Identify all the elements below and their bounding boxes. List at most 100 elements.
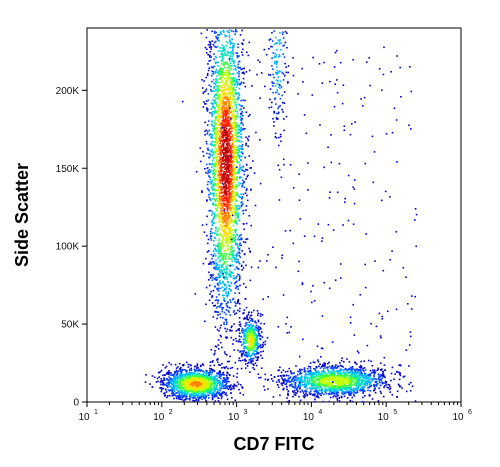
data-point	[211, 40, 214, 42]
data-point	[227, 130, 230, 132]
data-point	[228, 79, 231, 81]
data-point	[224, 140, 226, 142]
data-point	[213, 44, 215, 47]
data-point	[235, 199, 237, 202]
data-point	[232, 81, 235, 83]
data-point	[222, 130, 224, 133]
data-point	[240, 176, 243, 179]
data-point	[208, 210, 210, 212]
data-point	[211, 379, 213, 381]
data-point	[235, 258, 237, 260]
data-point	[180, 373, 182, 375]
data-point	[171, 392, 173, 395]
data-point	[175, 369, 178, 372]
data-point	[223, 141, 226, 143]
data-point	[198, 386, 201, 388]
data-point	[220, 219, 223, 221]
data-point	[225, 337, 228, 340]
data-point	[211, 210, 213, 213]
data-point	[234, 148, 236, 151]
data-point	[209, 44, 211, 46]
data-point	[234, 91, 236, 94]
data-point	[234, 236, 237, 238]
data-point	[227, 100, 229, 102]
data-point	[167, 379, 169, 381]
data-point	[226, 71, 228, 74]
data-point	[209, 377, 211, 379]
data-point	[228, 169, 230, 171]
data-point	[181, 374, 183, 377]
data-point	[223, 311, 226, 314]
data-point	[232, 298, 234, 301]
data-point	[234, 145, 236, 148]
data-point	[223, 148, 226, 150]
data-point	[232, 124, 235, 127]
data-point	[231, 115, 233, 117]
data-point	[220, 81, 223, 84]
data-point	[206, 378, 208, 380]
data-point	[221, 362, 223, 365]
data-point	[159, 370, 162, 373]
data-point	[182, 363, 185, 366]
data-point	[218, 201, 220, 203]
data-point	[204, 394, 206, 397]
data-point	[224, 122, 226, 124]
data-point	[245, 205, 248, 207]
data-point	[228, 74, 230, 77]
data-point	[230, 251, 233, 253]
data-point	[235, 228, 237, 231]
data-point	[228, 137, 231, 140]
data-point	[233, 60, 236, 63]
data-point	[239, 177, 241, 179]
data-point	[189, 369, 191, 372]
data-point	[151, 375, 154, 377]
data-point	[243, 223, 245, 225]
data-point	[213, 244, 215, 246]
data-point	[232, 174, 234, 176]
data-point	[237, 298, 240, 301]
data-point	[251, 340, 254, 342]
data-point	[215, 227, 217, 230]
data-point	[214, 82, 216, 85]
data-point	[213, 382, 216, 384]
data-point	[205, 380, 208, 382]
data-point	[191, 383, 193, 386]
data-point	[231, 130, 233, 132]
data-point	[222, 140, 224, 142]
data-point	[221, 395, 223, 398]
data-point	[232, 339, 235, 341]
data-point	[228, 94, 231, 96]
data-point	[221, 222, 224, 225]
data-point	[171, 387, 173, 389]
data-point	[207, 149, 209, 151]
data-point	[241, 29, 243, 32]
data-point	[212, 276, 214, 279]
data-point	[237, 261, 240, 263]
data-point	[168, 376, 170, 378]
data-point	[215, 233, 218, 235]
data-point	[216, 147, 219, 150]
data-point	[254, 204, 257, 207]
data-point	[212, 73, 214, 75]
data-point	[222, 105, 225, 107]
data-point	[205, 386, 208, 389]
data-point	[227, 124, 230, 127]
data-point	[209, 235, 212, 237]
data-point	[254, 340, 257, 343]
data-point	[181, 398, 183, 401]
data-point	[229, 314, 232, 316]
data-point	[219, 142, 221, 145]
data-point	[221, 51, 223, 53]
data-point	[226, 82, 228, 85]
data-point	[241, 169, 243, 171]
data-point	[229, 150, 232, 152]
data-point	[195, 385, 197, 387]
data-point	[234, 161, 236, 163]
data-point	[226, 278, 228, 281]
data-point	[209, 361, 212, 363]
data-point	[175, 392, 178, 394]
data-point	[222, 145, 225, 147]
data-point	[190, 376, 193, 379]
data-point	[220, 78, 223, 80]
data-point	[242, 39, 245, 41]
